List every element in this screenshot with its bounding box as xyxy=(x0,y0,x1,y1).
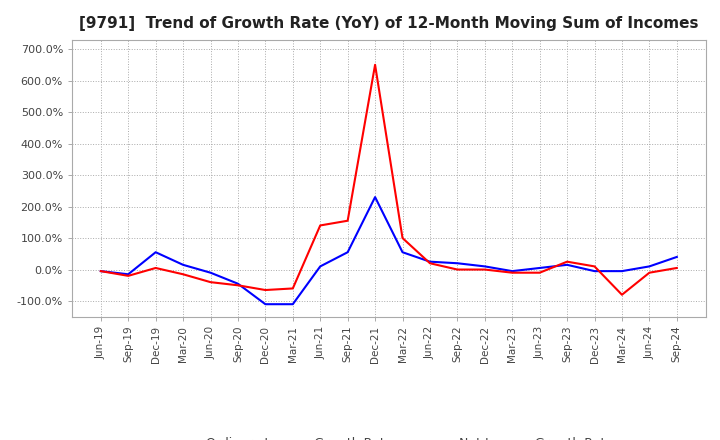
Net Income Growth Rate xyxy=(480,267,489,272)
Ordinary Income Growth Rate xyxy=(343,249,352,255)
Net Income Growth Rate xyxy=(206,279,215,285)
Net Income Growth Rate xyxy=(343,218,352,224)
Net Income Growth Rate xyxy=(261,287,270,293)
Net Income Growth Rate xyxy=(316,223,325,228)
Ordinary Income Growth Rate xyxy=(261,301,270,307)
Net Income Growth Rate xyxy=(124,273,132,279)
Ordinary Income Growth Rate xyxy=(233,281,242,286)
Net Income Growth Rate xyxy=(672,265,681,271)
Ordinary Income Growth Rate xyxy=(179,262,187,268)
Legend: Ordinary Income Growth Rate, Net Income Growth Rate: Ordinary Income Growth Rate, Net Income … xyxy=(160,432,618,440)
Net Income Growth Rate xyxy=(233,282,242,288)
Ordinary Income Growth Rate xyxy=(398,249,407,255)
Title: [9791]  Trend of Growth Rate (YoY) of 12-Month Moving Sum of Incomes: [9791] Trend of Growth Rate (YoY) of 12-… xyxy=(79,16,698,32)
Net Income Growth Rate xyxy=(151,265,160,271)
Ordinary Income Growth Rate xyxy=(480,264,489,269)
Net Income Growth Rate xyxy=(508,270,516,275)
Ordinary Income Growth Rate xyxy=(563,262,572,268)
Net Income Growth Rate xyxy=(563,259,572,264)
Ordinary Income Growth Rate xyxy=(672,254,681,260)
Ordinary Income Growth Rate xyxy=(508,268,516,274)
Net Income Growth Rate xyxy=(426,260,434,266)
Net Income Growth Rate xyxy=(590,264,599,269)
Net Income Growth Rate xyxy=(179,271,187,277)
Net Income Growth Rate xyxy=(371,62,379,67)
Ordinary Income Growth Rate xyxy=(371,194,379,200)
Ordinary Income Growth Rate xyxy=(96,268,105,274)
Ordinary Income Growth Rate xyxy=(206,270,215,275)
Ordinary Income Growth Rate xyxy=(536,265,544,271)
Net Income Growth Rate xyxy=(398,235,407,241)
Net Income Growth Rate xyxy=(618,292,626,297)
Ordinary Income Growth Rate xyxy=(151,249,160,255)
Net Income Growth Rate xyxy=(289,286,297,291)
Line: Net Income Growth Rate: Net Income Growth Rate xyxy=(101,65,677,295)
Line: Ordinary Income Growth Rate: Ordinary Income Growth Rate xyxy=(101,197,677,304)
Net Income Growth Rate xyxy=(453,267,462,272)
Ordinary Income Growth Rate xyxy=(426,259,434,264)
Ordinary Income Growth Rate xyxy=(645,264,654,269)
Ordinary Income Growth Rate xyxy=(453,260,462,266)
Ordinary Income Growth Rate xyxy=(618,268,626,274)
Ordinary Income Growth Rate xyxy=(124,271,132,277)
Net Income Growth Rate xyxy=(645,270,654,275)
Net Income Growth Rate xyxy=(536,270,544,275)
Ordinary Income Growth Rate xyxy=(289,301,297,307)
Ordinary Income Growth Rate xyxy=(590,268,599,274)
Ordinary Income Growth Rate xyxy=(316,264,325,269)
Net Income Growth Rate xyxy=(96,268,105,274)
